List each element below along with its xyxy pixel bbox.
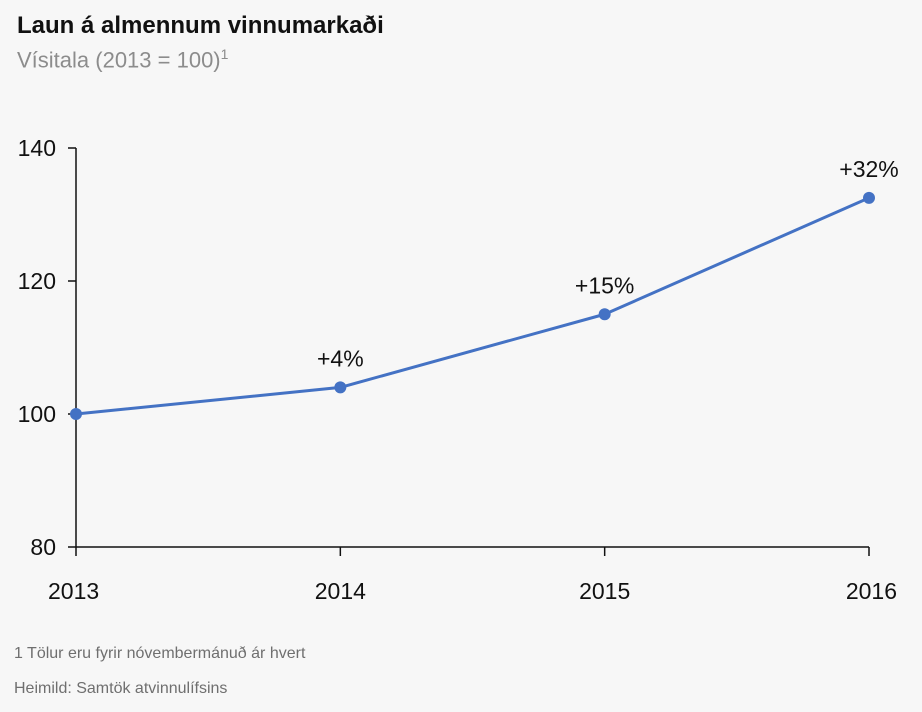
x-tick-label: 2014 — [315, 578, 366, 604]
y-tick-label: 80 — [30, 534, 56, 560]
y-tick-label: 140 — [18, 135, 56, 161]
source-note: Heimild: Samtök atvinnulífsins — [14, 680, 228, 697]
chart-title: Laun á almennum vinnumarkaði — [17, 12, 384, 39]
subtitle-footnote-marker: 1 — [220, 46, 229, 62]
x-tick-label: 2015 — [579, 578, 630, 604]
chart-labels: +4% +15% +32% — [317, 156, 899, 372]
chart-axes: 80 100 120 140 2013 2014 2015 2016 — [18, 135, 897, 604]
y-tick-label: 100 — [18, 401, 56, 427]
data-point — [863, 191, 875, 204]
data-point — [70, 408, 82, 420]
y-tick-label: 120 — [18, 268, 56, 294]
subtitle-text: Vísitala (2013 = 100) — [17, 47, 221, 73]
x-tick-label: 2016 — [846, 578, 897, 604]
chart-subtitle: Vísitala (2013 = 100)1 — [17, 46, 228, 73]
data-point — [598, 308, 611, 321]
data-point — [334, 381, 347, 394]
chart-series — [70, 191, 875, 420]
series-line — [75, 196, 870, 416]
data-label: +4% — [317, 345, 364, 371]
data-label: +15% — [575, 272, 634, 298]
x-tick-label: 2013 — [48, 578, 99, 604]
data-label: +32% — [839, 156, 898, 182]
footnote: 1 Tölur eru fyrir nóvembermánuð ár hvert — [14, 645, 306, 662]
